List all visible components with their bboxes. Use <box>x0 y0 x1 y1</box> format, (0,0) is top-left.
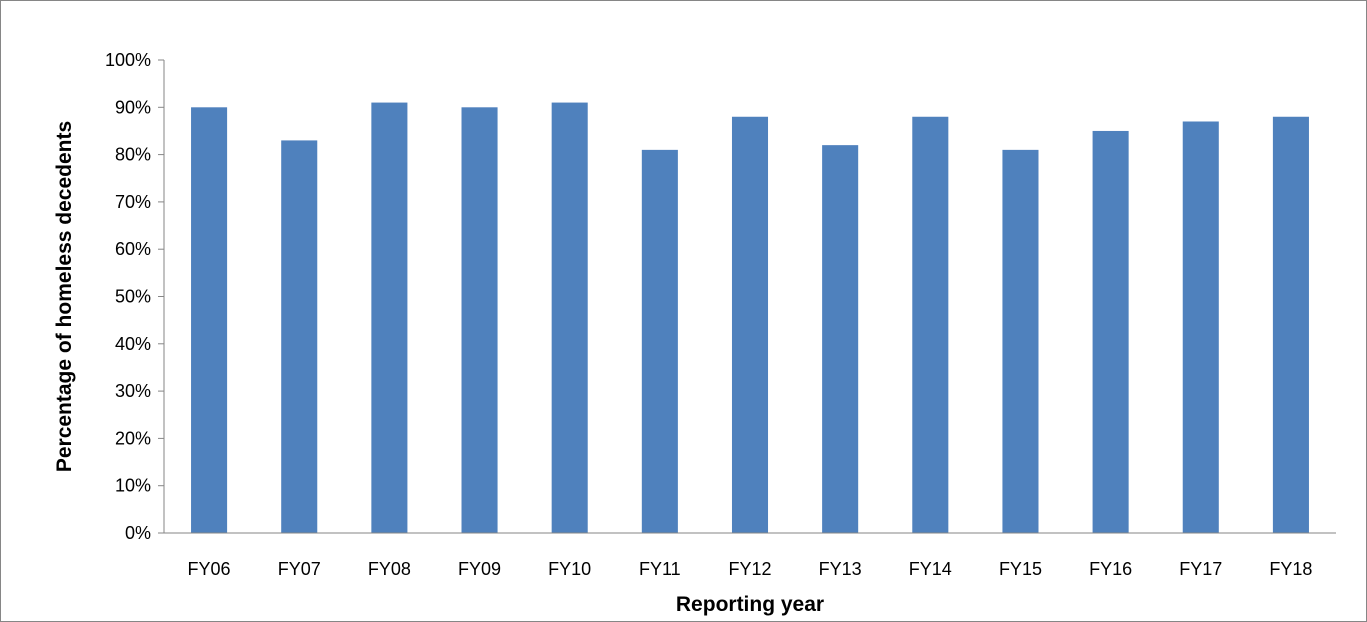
bars <box>191 103 1309 533</box>
y-tick-label: 60% <box>115 239 151 259</box>
x-tick-label: FY15 <box>999 559 1042 579</box>
x-tick-label: FY14 <box>909 559 952 579</box>
y-axis-title: Percentage of homeless decedents <box>53 121 76 472</box>
y-tick-label: 50% <box>115 287 151 307</box>
y-tick-label: 100% <box>105 50 151 70</box>
x-axis-title: Reporting year <box>676 593 824 616</box>
bar-fy10 <box>552 103 588 533</box>
x-axis-ticks: FY06 FY07 FY08 FY09 FY10 FY11 FY12 FY13 FY14 FY15… <box>188 559 1313 579</box>
x-tick-label: FY07 <box>278 559 321 579</box>
y-tick-label: 80% <box>115 145 151 165</box>
y-tick-label: 0% <box>125 523 151 543</box>
bar-fy14 <box>912 117 948 533</box>
x-tick-label: FY17 <box>1179 559 1222 579</box>
bar-fy18 <box>1273 117 1309 533</box>
bar-fy08 <box>371 103 407 533</box>
x-tick-label: FY09 <box>458 559 501 579</box>
bar-fy17 <box>1183 121 1219 533</box>
bar-fy06 <box>191 107 227 533</box>
bar-fy11 <box>642 150 678 533</box>
x-tick-label: FY11 <box>639 559 681 579</box>
bar-fy07 <box>281 140 317 533</box>
bar-fy09 <box>462 107 498 533</box>
x-tick-label: FY13 <box>819 559 862 579</box>
x-tick-label: FY12 <box>728 559 771 579</box>
x-tick-label: FY10 <box>548 559 591 579</box>
y-tick-label: 70% <box>115 192 151 212</box>
bar-fy13 <box>822 145 858 533</box>
bar-fy12 <box>732 117 768 533</box>
y-tick-label: 90% <box>115 97 151 117</box>
y-axis-ticks: 0% 10% 20% 30% 40% 50% 60% 70% 80% 90% 100% <box>105 50 164 543</box>
bar-fy15 <box>1002 150 1038 533</box>
x-tick-label: FY16 <box>1089 559 1132 579</box>
x-tick-label: FY06 <box>188 559 231 579</box>
bar-fy16 <box>1093 131 1129 533</box>
x-tick-label: FY18 <box>1269 559 1312 579</box>
y-tick-label: 10% <box>115 476 151 496</box>
y-tick-label: 30% <box>115 381 151 401</box>
y-tick-label: 20% <box>115 428 151 448</box>
x-tick-label: FY08 <box>368 559 411 579</box>
y-tick-label: 40% <box>115 334 151 354</box>
